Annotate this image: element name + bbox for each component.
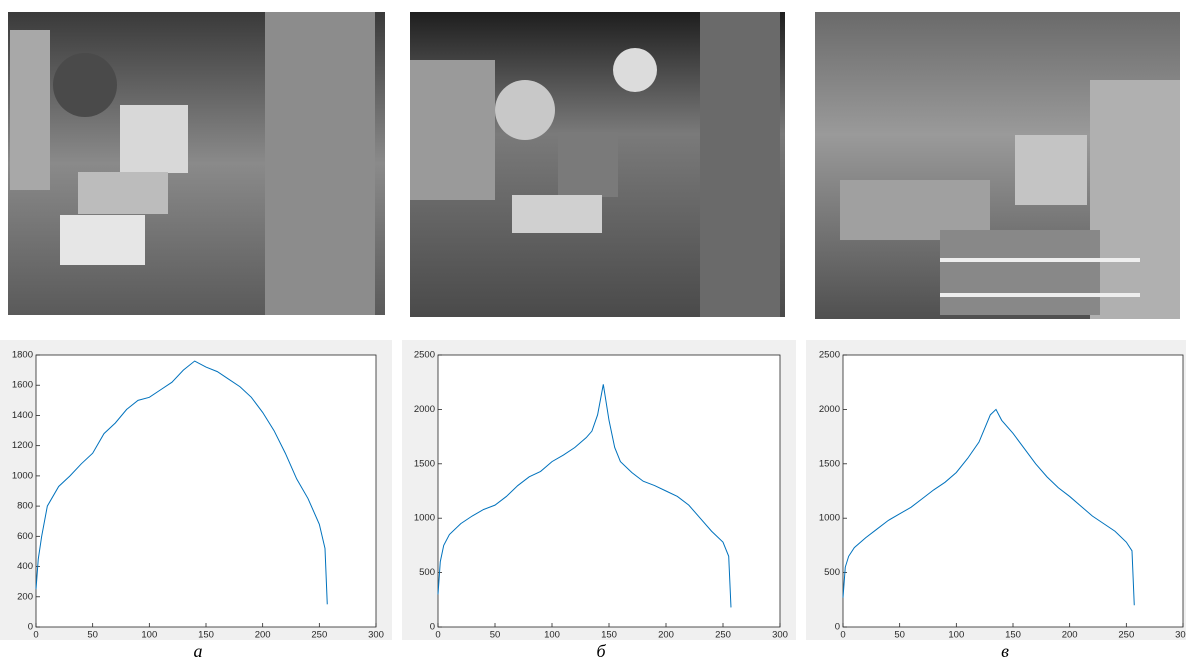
photo-a [8,12,385,315]
x-tick-label: 100 [544,630,560,641]
x-tick-label: 150 [1005,630,1021,641]
photo-b [410,12,785,317]
x-tick-label: 300 [772,630,788,641]
y-tick-label: 1400 [12,410,33,421]
x-tick-label: 50 [894,630,905,641]
x-tick-label: 200 [658,630,674,641]
x-tick-label: 150 [198,630,214,641]
x-tick-label: 250 [311,630,327,641]
y-tick-label: 200 [17,591,33,602]
x-tick-label: 150 [601,630,617,641]
histogram-line [437,384,732,608]
histogram-line [35,360,328,605]
x-tick-label: 300 [368,630,384,641]
x-tick-label: 50 [87,630,98,641]
y-tick-label: 2500 [819,350,840,361]
y-tick-label: 400 [17,561,33,572]
histogram-line [842,408,1135,606]
y-tick-label: 0 [430,622,435,633]
caption: а [194,641,203,661]
plot-area [437,354,781,628]
plot-area [842,354,1184,628]
y-tick-label: 1800 [12,350,33,361]
x-tick-label: 250 [715,630,731,641]
y-tick-label: 2500 [414,350,435,361]
photo-c [815,12,1180,319]
x-tick-label: 250 [1118,630,1134,641]
y-tick-label: 2000 [414,404,435,415]
y-tick-label: 1200 [12,440,33,451]
x-tick-label: 100 [141,630,157,641]
y-tick-label: 500 [419,567,435,578]
x-tick-label: 0 [840,630,845,641]
x-tick-label: 50 [490,630,501,641]
y-tick-label: 0 [835,622,840,633]
y-tick-label: 2000 [819,404,840,415]
x-tick-label: 0 [33,630,38,641]
y-tick-label: 1000 [819,513,840,524]
x-tick-label: 200 [1062,630,1078,641]
y-tick-label: 0 [28,622,33,633]
y-tick-label: 600 [17,531,33,542]
y-tick-label: 1000 [414,513,435,524]
y-tick-label: 1000 [12,470,33,481]
y-tick-label: 1500 [414,458,435,469]
x-tick-label: 300 [1175,630,1186,641]
plot-area [35,354,377,628]
y-tick-label: 800 [17,501,33,512]
caption: б [596,641,606,661]
y-tick-label: 500 [824,567,840,578]
y-tick-label: 1500 [819,458,840,469]
y-tick-label: 1600 [12,380,33,391]
caption: в [1001,641,1009,661]
x-tick-label: 0 [435,630,440,641]
x-tick-label: 100 [948,630,964,641]
x-tick-label: 200 [255,630,271,641]
